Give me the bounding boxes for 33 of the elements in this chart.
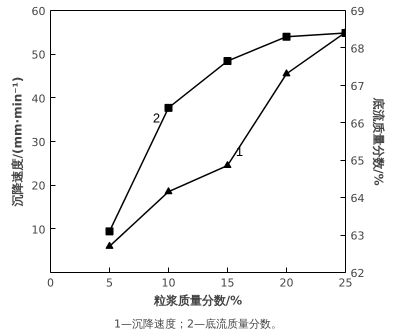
y-tick-label: 10 bbox=[32, 223, 46, 236]
point bbox=[106, 227, 114, 236]
point bbox=[282, 69, 290, 76]
x-axis-title: 粒浆质量分数/% bbox=[152, 294, 242, 308]
y2-tick-label: 67 bbox=[350, 80, 364, 93]
y-tick-label: 20 bbox=[32, 180, 46, 193]
y-tick-label: 30 bbox=[32, 136, 46, 149]
y2-tick-label: 63 bbox=[350, 230, 364, 243]
x-tick-label: 10 bbox=[162, 276, 176, 290]
point bbox=[282, 32, 290, 41]
x-tick-label: 0 bbox=[47, 276, 54, 290]
x-tick-label: 25 bbox=[338, 276, 352, 290]
y2-tick-label: 65 bbox=[350, 154, 364, 168]
point bbox=[224, 57, 232, 66]
y2-tick-label: 64 bbox=[350, 192, 364, 206]
x-tick-label: 5 bbox=[106, 276, 113, 290]
series-label: 2 bbox=[152, 110, 160, 126]
x-tick-label: 15 bbox=[220, 276, 234, 290]
y2-tick-label: 62 bbox=[350, 267, 364, 280]
point bbox=[164, 104, 172, 112]
y-tick-label: 60 bbox=[32, 5, 46, 18]
y-axis-title: 沉降速度/(mm·min⁻¹) bbox=[10, 76, 25, 208]
point bbox=[224, 160, 232, 168]
y-tick-label: 50 bbox=[32, 48, 46, 62]
y2-tick-label: 66 bbox=[350, 117, 364, 130]
text: 1—沉降速度；2—底流质量分数。 bbox=[114, 318, 282, 330]
y2-tick-label: 68 bbox=[350, 42, 364, 56]
y2-tick-label: 69 bbox=[350, 5, 364, 18]
y-tick-label: 40 bbox=[32, 92, 46, 106]
x-tick-label: 20 bbox=[280, 276, 294, 290]
point bbox=[164, 187, 172, 194]
point bbox=[106, 242, 114, 249]
y2-axis-title: 底流质量分数/% bbox=[371, 96, 386, 186]
